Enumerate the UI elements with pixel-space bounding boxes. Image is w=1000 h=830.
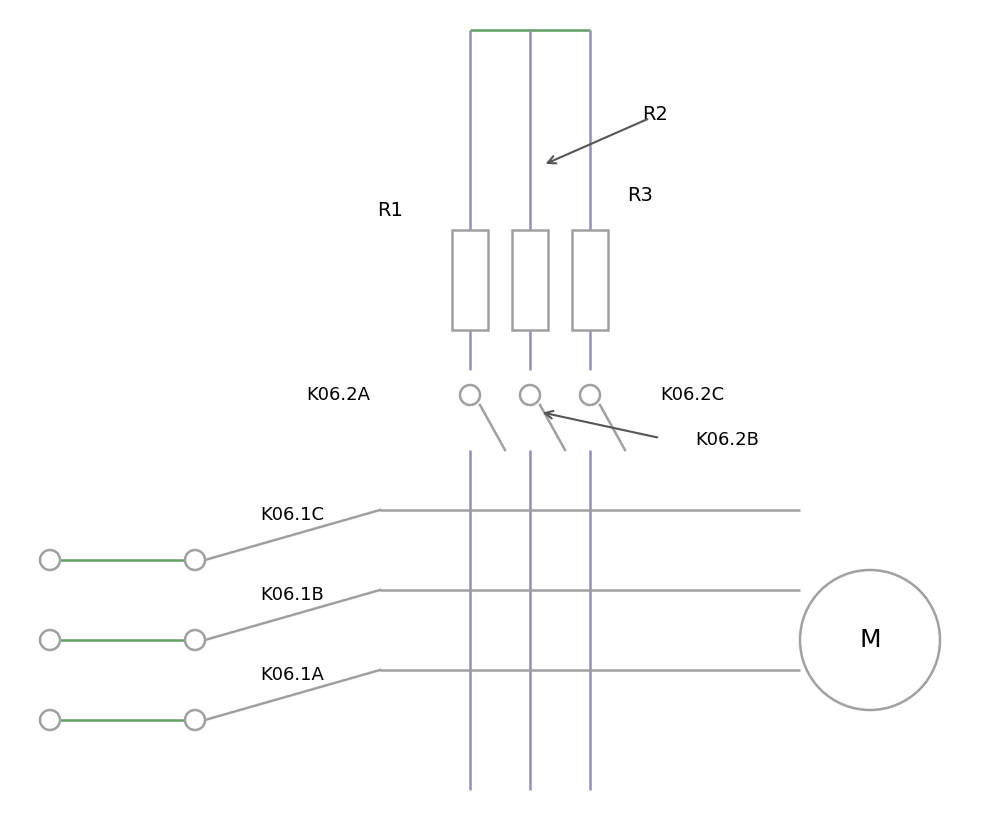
Text: K06.2A: K06.2A xyxy=(306,386,370,404)
Text: R3: R3 xyxy=(627,185,653,204)
Circle shape xyxy=(40,550,60,570)
Circle shape xyxy=(580,385,600,405)
Text: R1: R1 xyxy=(377,201,403,219)
Circle shape xyxy=(185,710,205,730)
Circle shape xyxy=(520,385,540,405)
Text: K06.1C: K06.1C xyxy=(260,506,324,524)
Text: R2: R2 xyxy=(642,105,668,124)
Text: K06.1A: K06.1A xyxy=(261,666,324,684)
Bar xyxy=(512,230,548,330)
Circle shape xyxy=(460,385,480,405)
Text: K06.2C: K06.2C xyxy=(660,386,724,404)
Bar xyxy=(452,230,488,330)
Circle shape xyxy=(40,630,60,650)
Circle shape xyxy=(40,710,60,730)
Bar xyxy=(572,230,608,330)
Circle shape xyxy=(185,550,205,570)
Circle shape xyxy=(800,570,940,710)
Text: K06.2B: K06.2B xyxy=(695,431,759,449)
Text: M: M xyxy=(859,628,881,652)
Text: K06.1B: K06.1B xyxy=(261,586,324,604)
Circle shape xyxy=(185,630,205,650)
